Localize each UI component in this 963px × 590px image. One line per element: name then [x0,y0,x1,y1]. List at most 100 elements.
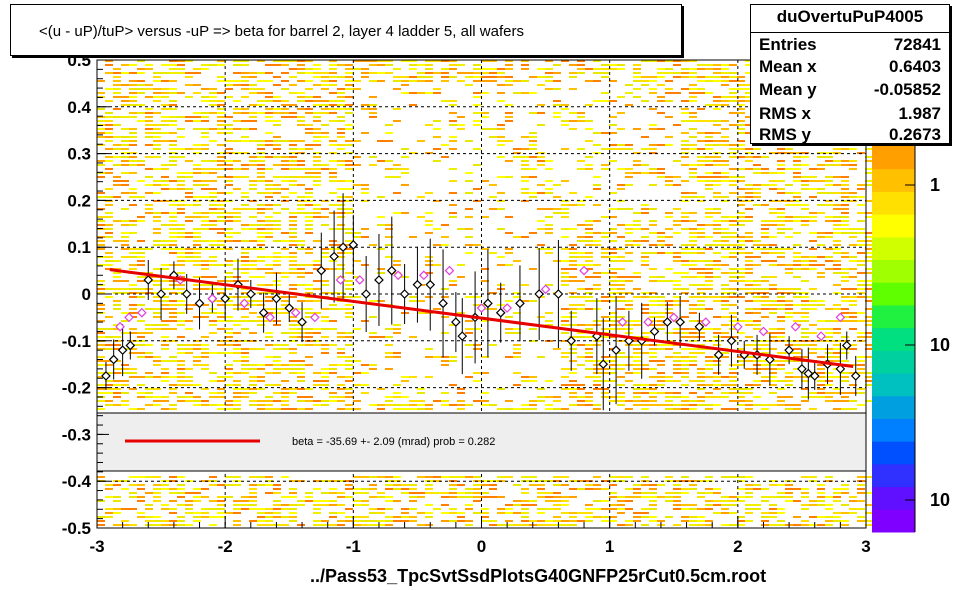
heat-cell [849,200,857,202]
heat-cell [361,264,369,266]
heat-cell [521,148,529,150]
heat-cell [761,276,769,278]
heat-cell [425,492,433,494]
heat-cell [161,336,169,338]
heat-cell [705,404,713,406]
heat-cell [777,164,785,166]
heat-cell [609,280,617,282]
heat-cell [777,364,785,366]
heat-cell [745,520,753,522]
heat-cell [217,208,225,210]
heat-cell [569,252,577,254]
heat-cell [169,200,177,202]
heat-cell [249,508,257,510]
heat-cell [297,360,305,362]
heat-cell [273,364,281,366]
heat-cell [633,228,641,230]
palette-cell [872,486,915,510]
heat-cell [641,404,649,406]
heat-cell [657,304,665,306]
heat-cell [449,324,457,326]
heat-cell [753,196,761,198]
heat-cell [785,300,793,302]
heat-cell [841,372,849,374]
heat-cell [505,160,513,162]
heat-cell [369,316,377,318]
heat-cell [529,136,537,138]
heat-cell [841,280,849,282]
heat-cell [249,140,257,142]
heat-cell [273,516,281,518]
heat-cell [521,504,529,506]
heat-cell [145,176,153,178]
heat-cell [657,72,665,74]
heat-cell [713,192,721,194]
heat-cell [585,400,593,402]
heat-cell [713,332,721,334]
heat-cell [369,476,377,478]
heat-cell [657,348,665,350]
heat-cell [769,284,777,286]
heat-cell [129,224,137,226]
heat-cell [753,192,761,194]
heat-cell [321,380,329,382]
heat-cell [337,296,345,298]
heat-cell [825,220,833,222]
heat-cell [185,308,193,310]
heat-cell [281,516,289,518]
profile-point [816,331,826,341]
heat-cell [217,312,225,314]
heat-cell [193,276,201,278]
heat-cell [465,328,473,330]
heat-cell [633,80,641,82]
heat-cell [273,108,281,110]
heat-cell [113,300,121,302]
heat-cell [585,140,593,142]
heat-cell [649,324,657,326]
heat-cell [473,328,481,330]
heat-cell [601,164,609,166]
heat-cell [321,88,329,90]
heat-cell [257,156,265,158]
heat-cell [209,264,217,266]
heat-cell [121,288,129,290]
profile-point [835,364,846,374]
heat-cell [577,388,585,390]
heat-cell [97,392,105,394]
heat-cell [233,380,241,382]
heat-cell [185,196,193,198]
heat-cell [849,508,857,510]
heat-cell [633,400,641,402]
heat-cell [817,212,825,214]
heat-cell [265,284,273,286]
heat-cell [273,488,281,490]
palette-label: 10 [930,490,950,510]
heat-cell [129,172,137,174]
heat-cell [153,328,161,330]
heat-cell [321,164,329,166]
profile-point [540,284,551,295]
heat-cell [393,108,401,110]
heat-cell [665,404,673,406]
heat-cell [217,120,225,122]
heat-cell [361,476,369,478]
heat-cell [689,212,697,214]
heat-cell [289,392,297,394]
heat-cell [721,292,729,294]
heat-cell [721,332,729,334]
heat-cell [753,296,761,298]
heat-cell [625,372,633,374]
heat-cell [785,404,793,406]
heat-cell [729,248,737,250]
heat-cell [849,196,857,198]
heat-cell [649,60,657,62]
heat-cell [265,80,273,82]
heat-cell [769,340,777,342]
heat-cell [633,152,641,154]
heat-cell [689,308,697,310]
heat-cell [441,404,449,406]
heat-cell [609,360,617,362]
heat-cell [841,360,849,362]
y-tick-label: -0.4 [62,472,92,491]
heat-cell [577,148,585,150]
